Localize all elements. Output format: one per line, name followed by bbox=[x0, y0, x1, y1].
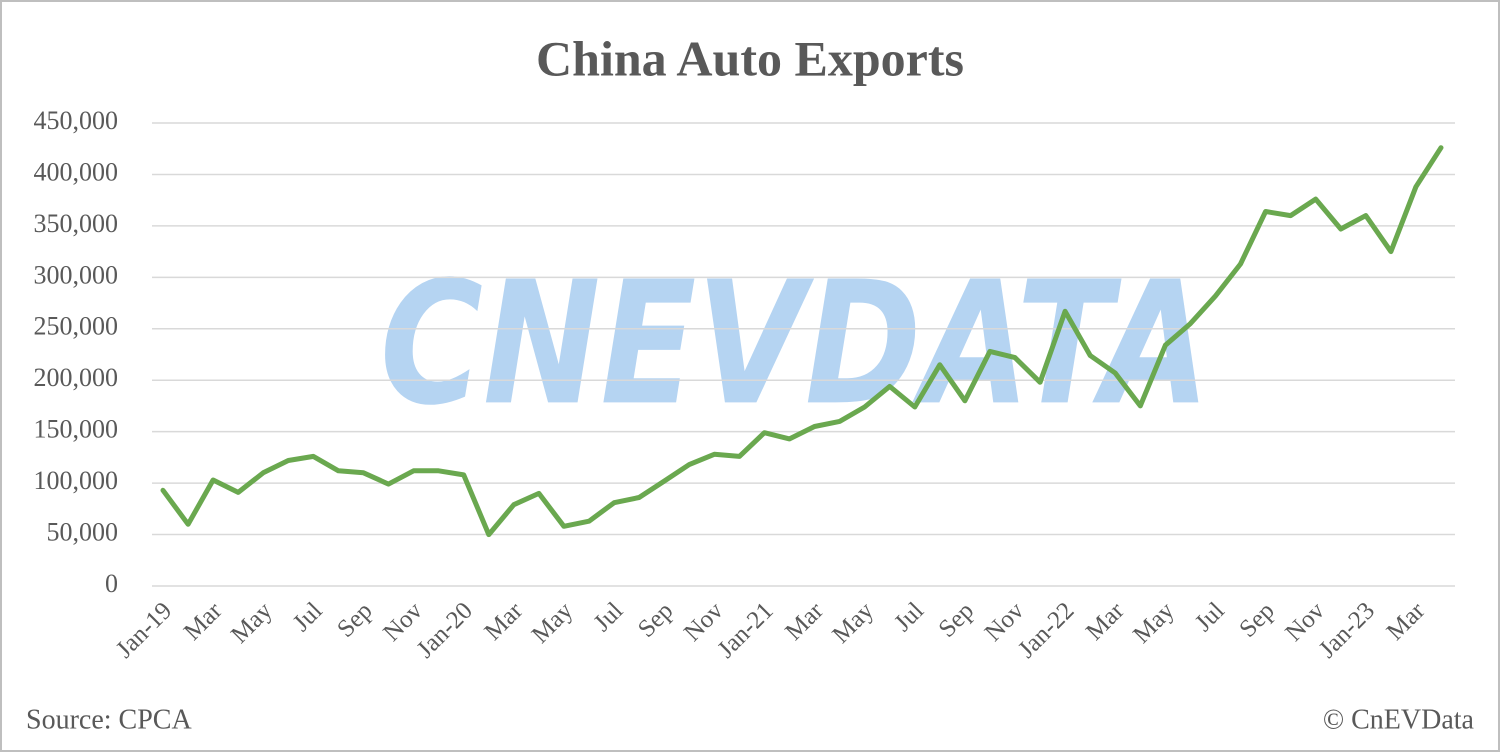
watermark: CNEVDATA bbox=[380, 245, 1210, 443]
y-tick-label: 150,000 bbox=[34, 415, 119, 444]
y-tick-label: 350,000 bbox=[34, 209, 119, 238]
y-tick-label: 450,000 bbox=[34, 106, 119, 135]
y-tick-label: 100,000 bbox=[34, 466, 119, 495]
credit-note: © CnEVData bbox=[1323, 704, 1475, 735]
y-tick-label: 300,000 bbox=[34, 260, 119, 289]
y-tick-label: 200,000 bbox=[34, 363, 119, 392]
watermark-layer: CNEVDATA bbox=[380, 245, 1210, 443]
data-line bbox=[160, 145, 1444, 538]
chart-title: China Auto Exports bbox=[536, 30, 964, 86]
y-tick-label: 0 bbox=[105, 569, 118, 598]
y-tick-label: 250,000 bbox=[34, 312, 119, 341]
y-tick-label: 50,000 bbox=[47, 518, 119, 547]
source-note: Source: CPCA bbox=[26, 704, 192, 735]
y-tick-label: 400,000 bbox=[34, 157, 119, 186]
